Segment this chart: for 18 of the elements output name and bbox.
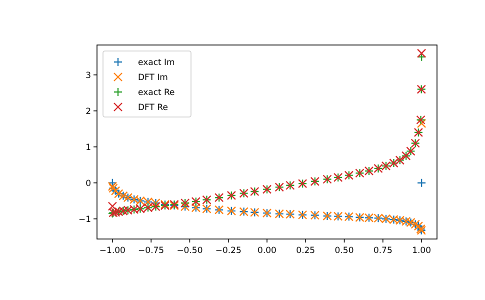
- x-tick-label: 1.00: [412, 246, 432, 256]
- x-tick-label: −1.00: [99, 246, 126, 256]
- x-tick-label: 0.75: [373, 246, 392, 256]
- x-tick-label: 0.50: [334, 246, 354, 256]
- legend-label: exact Re: [138, 88, 175, 98]
- y-tick-label: −1: [78, 214, 91, 225]
- x-tick-label: 0.25: [296, 246, 316, 256]
- x-tick-label: 0.00: [258, 246, 276, 256]
- legend-label: DFT Re: [138, 103, 168, 113]
- x-tick-label: −0.25: [215, 246, 242, 256]
- x-tick-label: −0.50: [176, 246, 203, 256]
- y-tick-label: 1: [86, 142, 91, 153]
- y-tick-label: 2: [86, 106, 91, 117]
- legend-label: exact Im: [138, 58, 175, 68]
- y-tick-label: 3: [86, 70, 91, 81]
- x-tick-label: −0.75: [138, 246, 164, 256]
- legend-label: DFT Im: [138, 73, 168, 83]
- y-tick-label: 0: [86, 178, 91, 189]
